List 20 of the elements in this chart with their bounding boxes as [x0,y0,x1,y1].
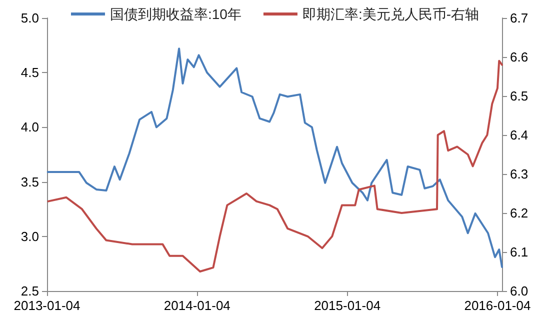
y2-tick-label: 6.5 [510,88,528,104]
y-tick-label: 4.5 [20,65,39,80]
y-tick-label: 3.5 [20,174,39,190]
y2-tick-label: 6.0 [510,284,528,298]
y2-tick-label: 6.2 [510,206,528,220]
x-tick-label: 2016-01-04 [464,298,531,313]
x-tick-label: 2014-01-04 [164,298,230,313]
y-tick-label: 3.0 [20,228,39,244]
y2-tick-label: 6.3 [510,166,528,182]
y-tick-label: 2.5 [20,284,39,298]
legend-label: 即期汇率:美元兑人民币-右轴 [302,6,480,22]
x-tick-label: 2013-01-04 [14,298,80,313]
legend-label: 国债到期收益率:10年 [110,6,242,22]
y-tick-label: 5.0 [20,10,39,26]
y2-tick-label: 6.1 [510,244,528,260]
y2-tick-label: 6.6 [510,50,528,64]
x-tick-label: 2015-01-04 [314,298,381,313]
y2-tick-label: 6.7 [510,10,528,26]
y-tick-label: 4.0 [20,120,39,135]
y2-tick-label: 6.4 [510,128,528,142]
